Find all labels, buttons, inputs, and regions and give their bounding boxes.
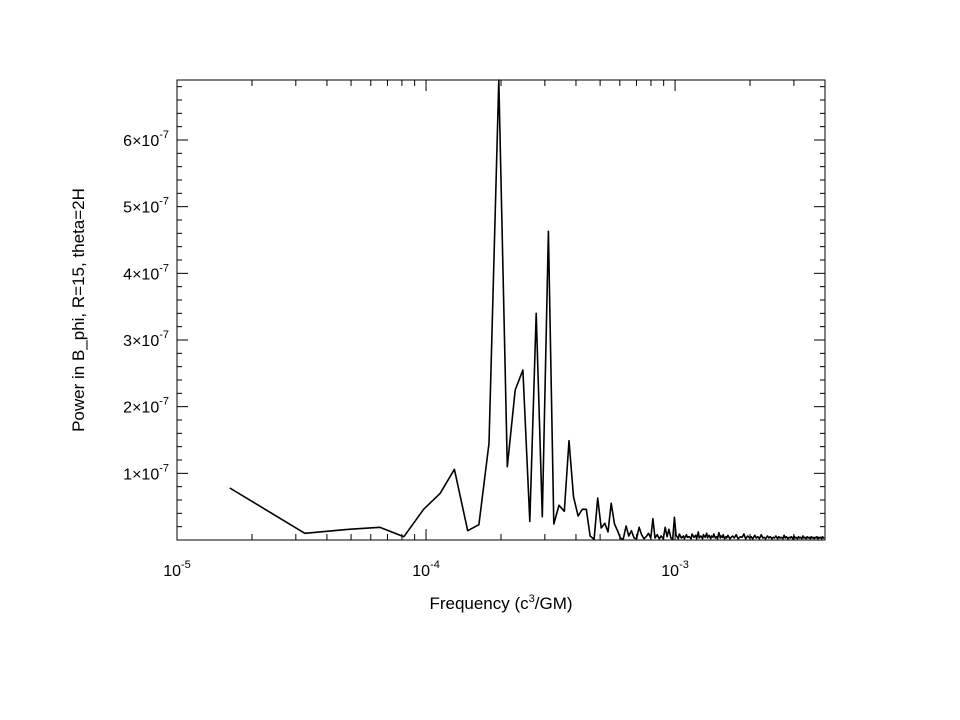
y-tick-label: 5×10-7 [123,196,169,217]
x-axis-label-sup: 3 [529,593,535,605]
x-tick-label: 10-3 [661,559,689,580]
y-tick-label-mant: 5×10 [123,200,159,217]
y-axis-tick-labels: 1×10-72×10-73×10-74×10-75×10-76×10-7 [123,129,169,483]
x-tick-label-exp: -4 [430,559,440,571]
y-tick-label-mant: 4×10 [123,266,159,283]
x-tick-label: 10-4 [412,559,440,580]
y-tick-label: 3×10-7 [123,329,169,350]
y-tick-label-mant: 1×10 [123,466,159,483]
y-tick-label-exp: -7 [159,129,169,141]
y-axis-ticks [177,86,825,528]
x-axis-label-base: Frequency (c [429,594,529,613]
x-tick-label-exp: -5 [181,559,191,571]
x-axis-tick-labels: 10-5 10-4 10-3 [163,559,689,580]
y-tick-label: 6×10-7 [123,129,169,150]
y-tick-label-exp: -7 [159,262,169,274]
series-line [229,79,825,541]
x-axis-label: Frequency (c3/GM) [429,593,572,613]
y-tick-label-exp: -7 [159,329,169,341]
y-tick-label: 1×10-7 [123,462,169,483]
y-tick-label: 4×10-7 [123,262,169,283]
x-axis-label-tail: /GM) [535,594,573,613]
x-tick-label-base: 10 [661,563,679,580]
x-tick-label-base: 10 [412,563,430,580]
y-tick-label-mant: 3×10 [123,333,159,350]
y-tick-label-mant: 2×10 [123,400,159,417]
x-axis-ticks [176,80,826,540]
y-tick-label-mant: 6×10 [123,133,159,150]
x-tick-label-exp: -3 [679,559,689,571]
y-tick-label-exp: -7 [159,396,169,408]
x-tick-label-base: 10 [163,563,181,580]
y-axis-label: Power in B_phi, R=15, theta=2H [69,188,88,432]
y-tick-label-exp: -7 [159,196,169,208]
y-tick-label-exp: -7 [159,462,169,474]
x-tick-label: 10-5 [163,559,191,580]
y-tick-label: 2×10-7 [123,396,169,417]
